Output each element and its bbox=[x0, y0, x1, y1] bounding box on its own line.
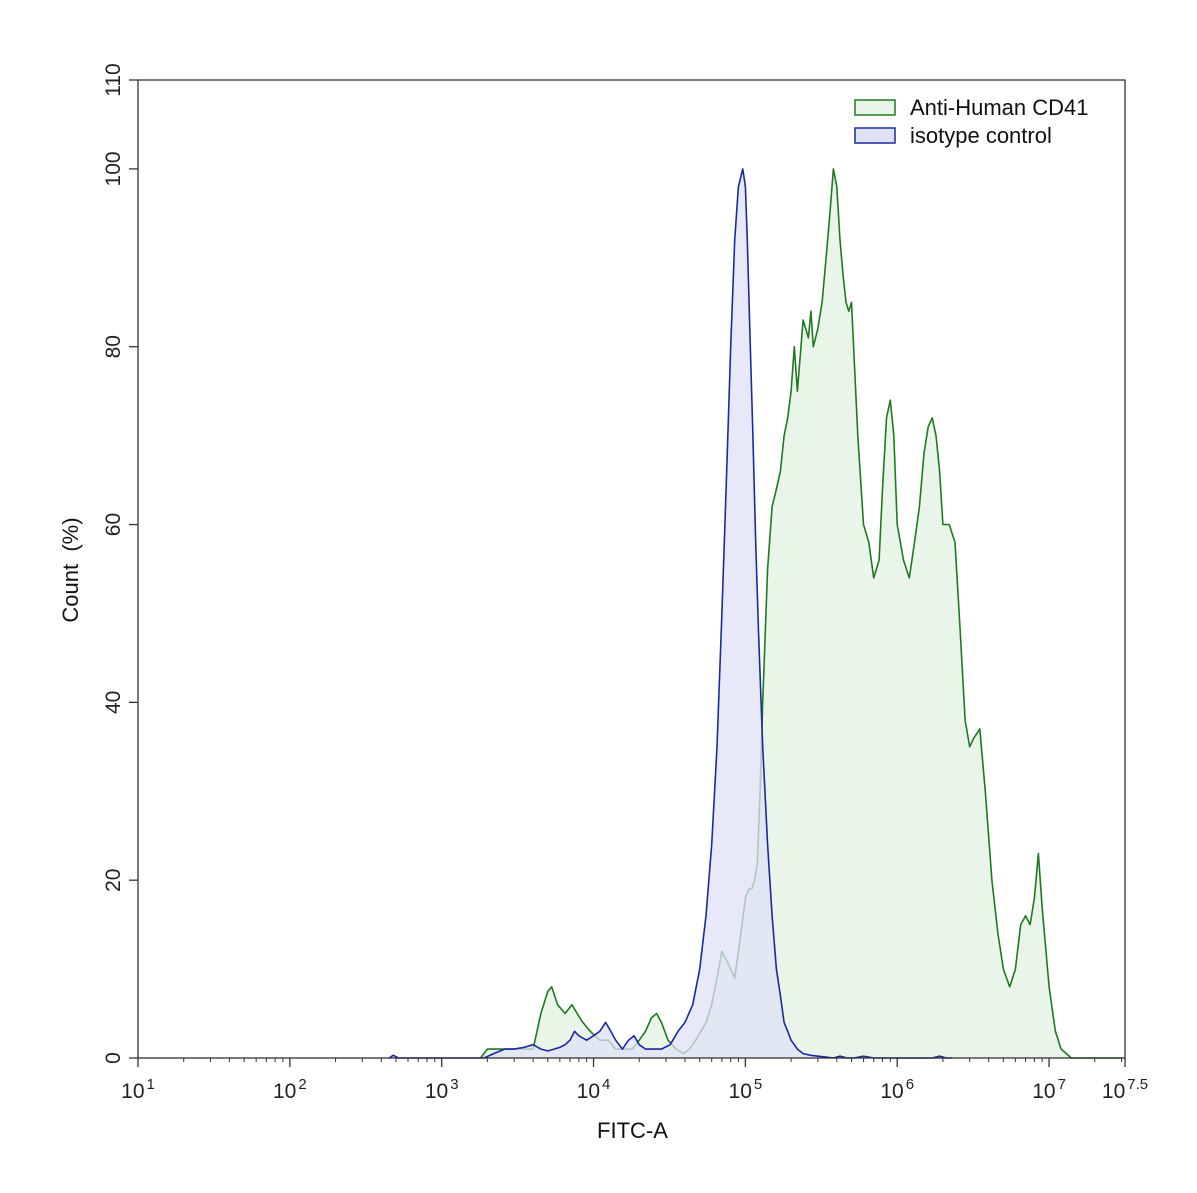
y-tick-label: 110 bbox=[102, 63, 125, 96]
x-tick-label: 10 6 bbox=[880, 1076, 914, 1103]
y-tick-label: 20 bbox=[102, 869, 125, 892]
y-tick-label: 40 bbox=[102, 691, 125, 714]
y-tick-label: 0 bbox=[102, 1052, 125, 1064]
x-tick-label: 10 4 bbox=[577, 1076, 611, 1103]
y-tick-label: 60 bbox=[102, 513, 125, 536]
x-axis-title: FITC-A bbox=[597, 1118, 668, 1143]
x-tick-label: 10 7 bbox=[1032, 1076, 1066, 1103]
plot-series bbox=[388, 168, 1122, 1059]
y-tick-label: 80 bbox=[102, 335, 125, 358]
x-tick-label: 10 3 bbox=[425, 1076, 459, 1103]
x-tick-label: 10 1 bbox=[121, 1076, 155, 1103]
series-line-0 bbox=[479, 168, 1122, 1059]
plot-frame bbox=[137, 79, 1126, 1059]
x-tick-label: 10 2 bbox=[273, 1076, 307, 1103]
legend-swatch-isotype-control bbox=[854, 127, 896, 144]
legend: Anti-Human CD41 isotype control bbox=[854, 95, 1089, 148]
legend-label-anti-human-cd41: Anti-Human CD41 bbox=[910, 95, 1089, 120]
x-tick-label: 10 5 bbox=[729, 1076, 763, 1103]
y-tick-label: 100 bbox=[102, 151, 125, 186]
y-axis: 0 20 40 60 80 100 110 bbox=[102, 63, 138, 1064]
legend-label-isotype-control: isotype control bbox=[910, 123, 1052, 148]
y-axis-title: Count (%) bbox=[58, 517, 83, 622]
x-axis: 10 1 10 2 10 3 10 4 10 5 10 6 10 7 10 7.5 bbox=[121, 1058, 1148, 1103]
series-area-0 bbox=[480, 168, 1122, 1058]
legend-swatch-anti-human-cd41 bbox=[854, 99, 896, 116]
x-tick-label: 10 7.5 bbox=[1102, 1076, 1148, 1103]
